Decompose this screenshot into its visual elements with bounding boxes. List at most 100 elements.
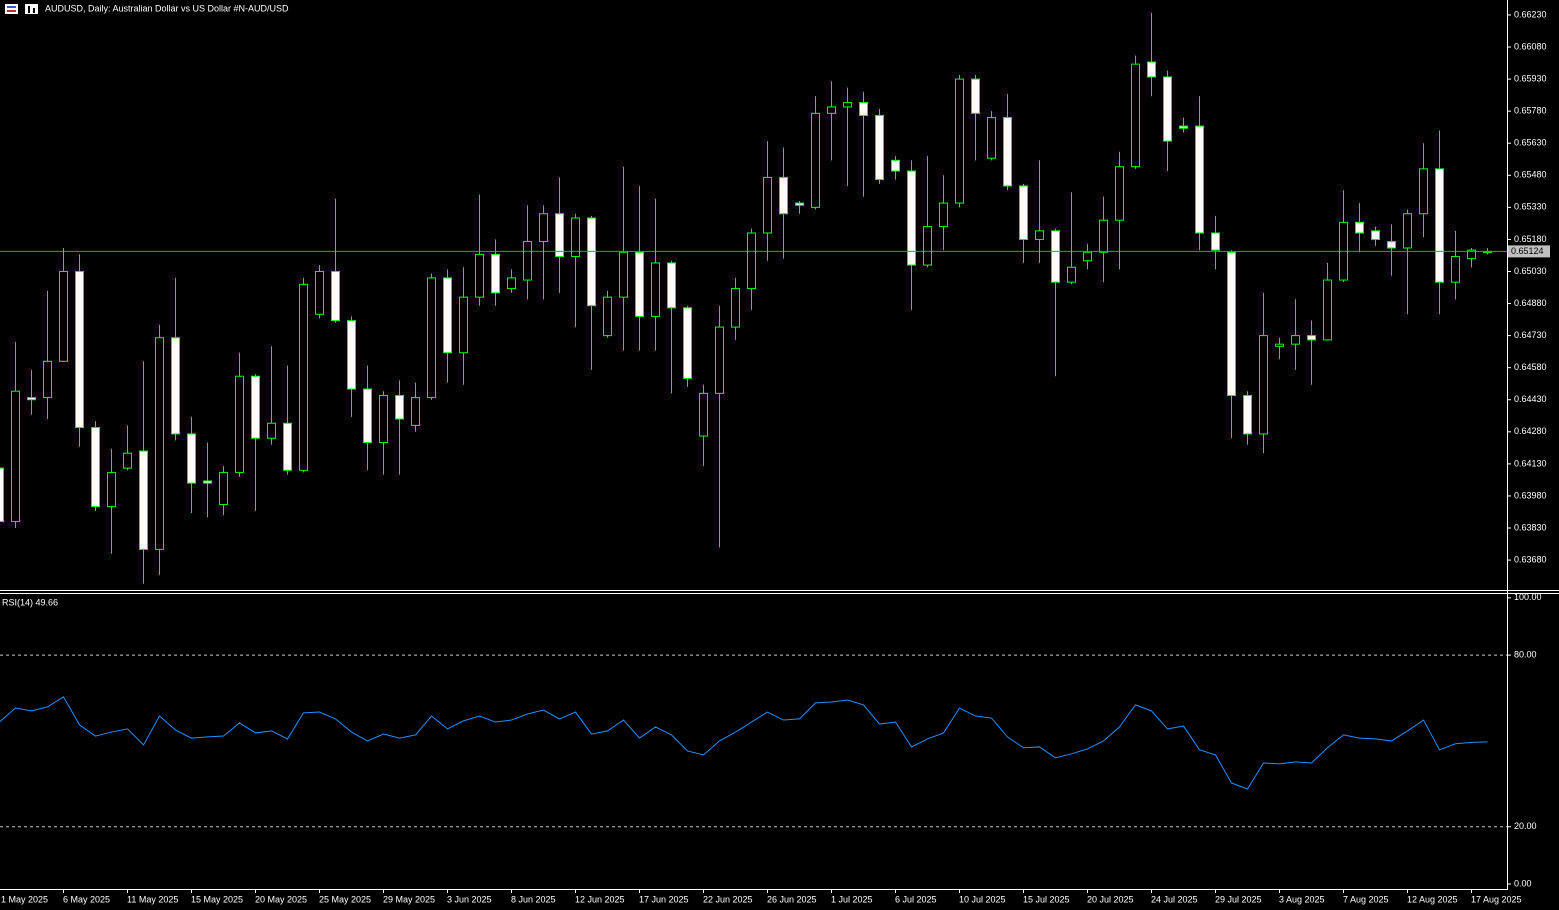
symbol-icons xyxy=(5,4,38,14)
candle-body xyxy=(219,471,228,505)
candle-body xyxy=(747,232,756,290)
candle-body xyxy=(347,320,356,390)
candle-body xyxy=(1419,168,1428,215)
candle-body xyxy=(1067,266,1076,283)
candle-body xyxy=(1099,219,1108,253)
y-tick-label: 100.00 xyxy=(1514,592,1542,602)
y-tick-label: 0.65780 xyxy=(1514,106,1547,116)
candle-body xyxy=(491,253,500,294)
y-tick-label: 0.65030 xyxy=(1514,266,1547,276)
candle-body xyxy=(1451,256,1460,283)
candle-body xyxy=(1291,335,1300,345)
candle-body xyxy=(1003,117,1012,187)
candle-body xyxy=(107,471,116,508)
candle-body xyxy=(891,159,900,172)
x-tick-label: 29 Jul 2025 xyxy=(1215,894,1262,904)
candle-body xyxy=(635,251,644,317)
candle-body xyxy=(427,277,436,399)
y-tick-label: 0.65330 xyxy=(1514,202,1547,212)
candle-body xyxy=(555,213,564,258)
y-tick-label: 0.00 xyxy=(1514,878,1532,888)
candle-body xyxy=(795,202,804,206)
candle-body xyxy=(1115,166,1124,221)
x-tick-label: 3 Jun 2025 xyxy=(447,894,492,904)
y-tick-label: 0.64730 xyxy=(1514,330,1547,340)
candle-body xyxy=(1019,185,1028,240)
candle-body xyxy=(651,262,660,317)
x-tick-label: 1 Jul 2025 xyxy=(831,894,873,904)
x-tick-label: 20 Jul 2025 xyxy=(1087,894,1134,904)
candle-body xyxy=(1179,125,1188,129)
icon xyxy=(33,8,35,13)
candle-body xyxy=(315,270,324,315)
y-tick-label: 0.64880 xyxy=(1514,298,1547,308)
candle-body xyxy=(827,106,836,114)
candle-body xyxy=(875,114,884,181)
rsi-line xyxy=(0,696,1488,790)
y-tick-label: 80.00 xyxy=(1514,649,1537,659)
candle-body xyxy=(379,394,388,443)
candle-body xyxy=(11,390,20,523)
candle-body xyxy=(571,217,580,258)
candle-body xyxy=(75,270,84,429)
candle-body xyxy=(1323,279,1332,341)
candle-body xyxy=(843,102,852,108)
candle-body xyxy=(139,450,148,550)
candle-body xyxy=(1131,63,1140,168)
y-tick-label: 0.64430 xyxy=(1514,394,1547,404)
candle-body xyxy=(1387,241,1396,249)
x-tick-label: 24 Jul 2025 xyxy=(1151,894,1198,904)
y-tick-label: 0.64280 xyxy=(1514,426,1547,436)
x-tick-label: 1 May 2025 xyxy=(1,894,48,904)
candle-body xyxy=(123,452,132,469)
x-tick-label: 7 Aug 2025 xyxy=(1343,894,1389,904)
candle-body xyxy=(699,392,708,437)
candle-body xyxy=(907,170,916,266)
icon xyxy=(5,4,18,14)
candle-body xyxy=(395,394,404,420)
icon xyxy=(7,10,16,12)
candle-body xyxy=(251,375,260,439)
candle-body xyxy=(619,251,628,298)
price-label-box xyxy=(1508,245,1550,258)
price-label: 0.65124 xyxy=(1511,246,1544,256)
candle-body xyxy=(1259,335,1268,435)
y-tick-label: 0.65930 xyxy=(1514,73,1547,83)
candle-body xyxy=(1035,230,1044,240)
y-tick-label: 0.65630 xyxy=(1514,138,1547,148)
y-tick-label: 0.63830 xyxy=(1514,522,1547,532)
candle-body xyxy=(1147,61,1156,78)
candle-body xyxy=(235,375,244,473)
candle-body xyxy=(939,202,948,228)
x-tick-label: 20 May 2025 xyxy=(255,894,307,904)
candle-body xyxy=(91,427,100,508)
x-tick-label: 26 Jun 2025 xyxy=(767,894,817,904)
x-tick-label: 15 May 2025 xyxy=(191,894,243,904)
candle-body xyxy=(1435,168,1444,283)
candle-body xyxy=(1307,335,1316,341)
candle-body xyxy=(1467,249,1476,260)
y-tick-label: 20.00 xyxy=(1514,821,1537,831)
candle-body xyxy=(1355,221,1364,234)
candle-body xyxy=(763,176,772,234)
y-tick-label: 0.64580 xyxy=(1514,362,1547,372)
candle-body xyxy=(811,112,820,208)
y-tick-label: 0.65480 xyxy=(1514,170,1547,180)
candle-body xyxy=(267,422,276,439)
candle-body xyxy=(1371,230,1380,240)
y-tick-label: 0.63980 xyxy=(1514,490,1547,500)
x-tick-label: 12 Aug 2025 xyxy=(1407,894,1458,904)
candle-body xyxy=(1275,343,1284,347)
x-tick-label: 29 May 2025 xyxy=(383,894,435,904)
candle-body xyxy=(171,337,180,435)
icon xyxy=(25,4,38,14)
candle-body xyxy=(155,337,164,550)
candle-body xyxy=(1163,76,1172,142)
candle-body xyxy=(43,360,52,399)
candle-body xyxy=(475,253,484,298)
candle-body xyxy=(715,326,724,394)
candle-body xyxy=(1403,213,1412,249)
indicator-title: RSI(14) 49.66 xyxy=(2,597,58,607)
x-tick-label: 6 Jul 2025 xyxy=(895,894,937,904)
